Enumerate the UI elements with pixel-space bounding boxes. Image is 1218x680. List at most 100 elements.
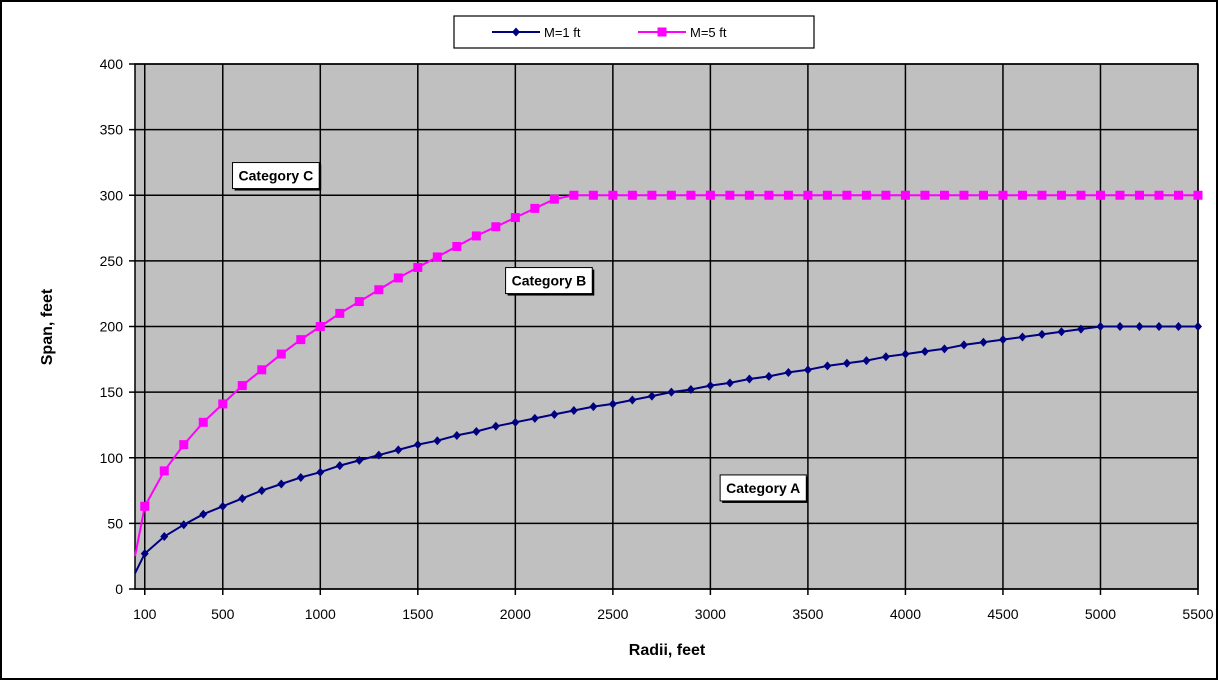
data-point [725, 378, 734, 388]
data-point [1095, 190, 1105, 200]
data-point [647, 190, 657, 200]
data-point [257, 365, 267, 375]
series-lines [134, 190, 1203, 574]
data-point [1115, 322, 1124, 331]
series-1 [134, 322, 1202, 574]
data-point [549, 194, 559, 204]
data-point [452, 241, 462, 251]
data-point [1076, 324, 1085, 334]
data-point [1193, 190, 1203, 200]
legend: M=1 ft M=5 ft [453, 15, 815, 49]
data-point [978, 190, 988, 200]
data-point [1076, 190, 1086, 200]
data-point [920, 190, 930, 200]
data-point [862, 356, 871, 366]
data-point [940, 344, 949, 354]
legend-label: M=1 ft [544, 25, 581, 40]
data-point [199, 509, 208, 519]
data-point [783, 190, 793, 200]
legend-marker [512, 27, 520, 37]
data-point [198, 417, 208, 427]
data-point [296, 335, 306, 345]
x-tick-label: 4000 [890, 606, 921, 622]
data-point [803, 190, 813, 200]
data-point [530, 413, 539, 423]
data-point [511, 417, 520, 427]
data-point [998, 335, 1007, 345]
data-point [842, 190, 852, 200]
y-tick-label: 150 [100, 384, 124, 400]
data-point [432, 252, 442, 262]
data-point [979, 337, 988, 347]
x-tick-label: 1500 [402, 606, 433, 622]
data-point [627, 190, 637, 200]
data-point [822, 190, 832, 200]
data-point [1056, 190, 1066, 200]
data-point [140, 501, 150, 511]
data-point [1135, 322, 1144, 331]
y-tick-label: 100 [100, 450, 124, 466]
y-tick-label: 350 [100, 122, 124, 138]
data-point [823, 361, 832, 371]
data-point [237, 381, 247, 391]
data-point [179, 440, 189, 450]
data-point [667, 387, 676, 397]
data-point [588, 190, 598, 200]
data-point [160, 532, 169, 541]
data-point [277, 479, 286, 489]
annotation-box: Category A [719, 474, 809, 503]
data-point [725, 190, 735, 200]
data-point [959, 190, 969, 200]
data-point [1115, 190, 1125, 200]
data-point [315, 322, 325, 331]
y-tick-label: 50 [107, 515, 123, 531]
x-tick-label: 1000 [305, 606, 336, 622]
data-point [803, 365, 812, 375]
data-point [355, 455, 364, 465]
data-point [354, 297, 364, 307]
data-point [335, 308, 345, 318]
data-point [296, 472, 305, 482]
series-2 [134, 190, 1203, 557]
data-point [218, 501, 227, 511]
data-point [881, 352, 890, 362]
x-tick-label: 2500 [597, 606, 628, 622]
data-point [413, 440, 422, 450]
data-point [1194, 322, 1202, 331]
data-point [530, 203, 540, 213]
data-point [705, 190, 715, 200]
data-point [901, 349, 910, 359]
data-point [920, 346, 929, 356]
data-point [218, 399, 228, 409]
data-point [452, 430, 461, 440]
data-point [471, 231, 481, 241]
legend-label: M=5 ft [690, 25, 727, 40]
data-point [647, 391, 656, 401]
x-axis-title: Radii, feet [629, 642, 706, 659]
data-point [257, 486, 266, 496]
data-point [959, 340, 968, 350]
data-point [666, 190, 676, 200]
annotation-label: Category C [239, 168, 314, 184]
data-point [140, 549, 149, 559]
data-point [1096, 322, 1105, 331]
data-point [1174, 322, 1183, 331]
legend-entry: M=1 ft [492, 25, 581, 40]
data-point [433, 436, 442, 446]
y-tick-label: 0 [115, 581, 123, 597]
data-point [745, 374, 754, 384]
annotation-box: Category C [232, 162, 322, 191]
data-point [589, 402, 598, 412]
data-point [316, 467, 325, 477]
data-point [764, 371, 773, 381]
data-point [939, 190, 949, 200]
data-point [900, 190, 910, 200]
data-point [159, 466, 169, 476]
data-point [842, 358, 851, 368]
data-point [784, 367, 793, 377]
annotation-box-bg [505, 267, 593, 295]
x-tick-label: 3000 [695, 606, 726, 622]
annotation-box: Category B [505, 267, 595, 296]
